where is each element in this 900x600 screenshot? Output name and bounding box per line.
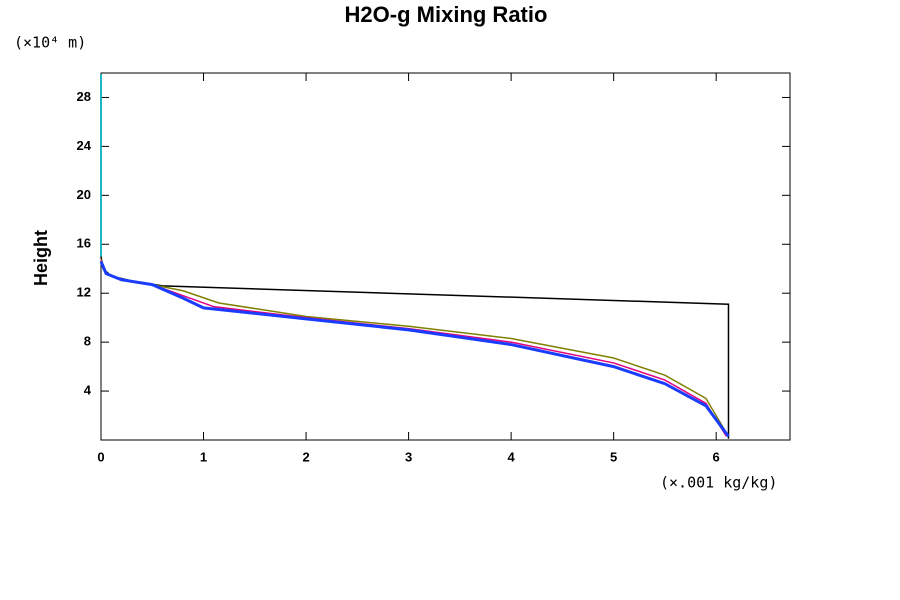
y-unit: (×10⁴ m) [14,34,86,52]
x-tick-label: 4 [508,449,516,464]
x-tick-label: 6 [713,449,720,464]
profile-line [100,258,730,437]
y-tick-label: 4 [84,383,92,398]
y-tick-label: 28 [77,89,91,104]
y-tick-label: 12 [77,285,91,300]
x-tick-label: 5 [610,449,617,464]
x-tick-label: 1 [200,449,207,464]
y-axis-label: Height [31,230,51,286]
y-tick-label: 8 [84,334,91,349]
y-tick-label: 24 [77,138,92,153]
x-tick-label: 0 [97,449,104,464]
x-unit: (×.001 kg/kg) [660,474,777,492]
profile-line [100,74,730,439]
chart-title: H2O-g Mixing Ratio [345,2,548,27]
y-tick-label: 20 [77,187,91,202]
profile-line [99,260,730,438]
y-tick-label: 16 [77,236,91,251]
x-tick-label: 2 [302,449,309,464]
plot-frame [100,72,791,441]
x-tick-label: 3 [405,449,412,464]
